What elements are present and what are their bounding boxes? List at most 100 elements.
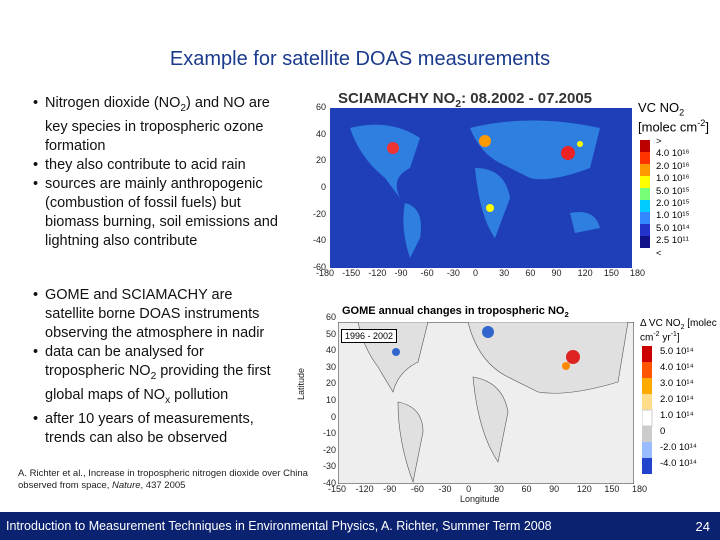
legend-label: 1.0 10¹⁵ <box>656 210 690 222</box>
tick-label: -90 <box>383 484 397 494</box>
tick-label: 60 <box>315 102 326 112</box>
axis-label: Latitude <box>296 367 306 400</box>
text-run: data can be analysed for tropospheric NO <box>45 344 204 379</box>
tick-label: -20 <box>322 444 336 455</box>
tick-label: -20 <box>312 208 326 219</box>
tick-label: 0 <box>466 484 472 494</box>
legend-label: 2.0 10¹⁵ <box>656 198 690 209</box>
bullet: they also contribute to acid rain <box>30 156 285 175</box>
tick-label: -180 <box>316 268 335 278</box>
tick-label: 60 <box>325 312 336 322</box>
tick-label: -30 <box>438 484 452 494</box>
tick-label: 180 <box>630 268 646 278</box>
superscript: -2 <box>653 331 660 338</box>
legend-label: 4.0 10¹⁶ <box>656 148 690 160</box>
text-run: VC NO <box>638 100 680 115</box>
legend-label: 2.0 10¹⁴ <box>660 394 694 405</box>
map-title: SCIAMACHY NO2: 08.2002 - 07.2005 <box>338 90 592 110</box>
text-run: pollution <box>170 386 229 403</box>
tick-label: 40 <box>325 345 336 356</box>
text-run: they also contribute to acid rain <box>45 156 246 173</box>
bullet: after 10 years of measurements, trends c… <box>30 410 285 448</box>
tick-label: 10 <box>325 395 336 405</box>
text-run: ] <box>676 332 680 344</box>
tick-label: 60 <box>525 268 536 278</box>
tick-label: 150 <box>604 484 620 494</box>
legend-label: 0 <box>660 426 666 437</box>
tick-label: -120 <box>355 484 374 494</box>
text-run: ) and NO are key species in tropospheric… <box>45 95 270 154</box>
tick-label: -60 <box>420 268 434 278</box>
tick-label: -150 <box>342 268 361 278</box>
tick-label: 40 <box>315 128 326 139</box>
bullet: sources are mainly anthropogenic (combus… <box>30 175 285 251</box>
tick-label: 20 <box>315 155 326 166</box>
legend-label: 3.0 10¹⁴ <box>660 378 694 389</box>
tick-label: 0 <box>330 411 336 422</box>
tick-label: -40 <box>312 235 326 246</box>
tick-label: -30 <box>446 268 460 278</box>
citation: A. Richter et al., Increase in troposphe… <box>18 468 318 492</box>
x-axis: -180 -150 -120 -90 -60 -30 0 30 60 90 120 150 180 <box>316 268 646 280</box>
tick-label: -150 <box>328 484 347 494</box>
subscript: 2 <box>679 107 685 118</box>
tick-label: 120 <box>576 484 592 494</box>
tick-label: 120 <box>577 268 593 278</box>
tick-label: 150 <box>603 268 619 278</box>
legend-label: 4.0 10¹⁴ <box>660 362 694 373</box>
tick-label: 30 <box>325 361 336 372</box>
legend-label: > <box>656 136 662 147</box>
tick-label: 180 <box>632 484 648 494</box>
text-run: providing the first global maps of NO <box>45 363 271 403</box>
text-run: [molec cm <box>640 318 717 344</box>
legend-label: -4.0 10¹⁴ <box>660 458 697 469</box>
superscript: -1 <box>670 331 677 338</box>
bullet: Nitrogen dioxide (NO2) and NO are key sp… <box>30 94 285 156</box>
text-run: [molec cm <box>638 118 698 134</box>
tick-label: 90 <box>549 484 560 494</box>
legend-label: 1.0 10¹⁶ <box>656 173 690 185</box>
legend-title: VC NO2 [molec cm-2] <box>638 100 718 134</box>
bullet-list: GOME and SCIAMACHY are satellite borne D… <box>30 286 285 448</box>
text-run: yr <box>659 332 671 344</box>
tick-label: -60 <box>410 484 424 494</box>
legend-label: -2.0 10¹⁴ <box>660 442 697 453</box>
legend-label: < <box>656 247 662 259</box>
italic-run: Nature <box>112 480 141 491</box>
legend-label: 1.0 10¹⁴ <box>660 410 694 421</box>
slide-title: Example for satellite DOAS measurements <box>169 48 551 70</box>
text-run: , 437 2005 <box>140 480 186 491</box>
tick-label: -120 <box>368 268 387 278</box>
subscript: 2 <box>150 370 157 382</box>
text-run: GOME and SCIAMACHY are satellite borne D… <box>45 287 265 341</box>
x-axis: -150 -120 -90 -60 -30 0 30 60 90 120 150 180 <box>328 484 648 496</box>
page-number: 24 <box>695 519 710 534</box>
trend-map <box>338 322 634 484</box>
legend-label: 2.0 10¹⁶ <box>656 160 690 172</box>
tick-label: -90 <box>394 268 408 278</box>
text-run: sources are mainly anthropogenic (combus… <box>45 175 278 249</box>
tick-label: 90 <box>551 268 562 278</box>
tick-label: 30 <box>499 268 510 278</box>
axis-label: Longitude <box>460 494 500 504</box>
text-run: : 08.2002 - 07.2005 <box>461 90 593 107</box>
bullet: GOME and SCIAMACHY are satellite borne D… <box>30 286 285 343</box>
y-axis: 60 50 40 30 20 10 0 -10 -20 -30 -40 <box>318 312 338 488</box>
bullet: data can be analysed for tropospheric NO… <box>30 343 285 410</box>
tick-label: 0 <box>473 268 479 278</box>
legend-label: 2.5 10¹¹ <box>656 235 689 247</box>
text-run: SCIAMACHY NO <box>338 90 456 107</box>
subscript: x <box>165 394 171 406</box>
text-run: GOME annual changes in tropospheric NO <box>342 305 565 317</box>
subscript: 2 <box>564 310 569 320</box>
tick-label: -10 <box>322 428 336 439</box>
tick-label: -30 <box>322 461 336 472</box>
footer: Introduction to Measurement Techniques i… <box>0 512 720 540</box>
text-run: Nitrogen dioxide (NO <box>45 95 181 111</box>
bullet-list: Nitrogen dioxide (NO2) and NO are key sp… <box>30 94 285 251</box>
subscript: 2 <box>680 324 685 331</box>
subscript: 2 <box>455 98 462 110</box>
legend-label: 5.0 10¹⁴ <box>656 222 690 234</box>
text-run: ] <box>705 118 709 134</box>
tick-label: -60 <box>312 262 326 272</box>
